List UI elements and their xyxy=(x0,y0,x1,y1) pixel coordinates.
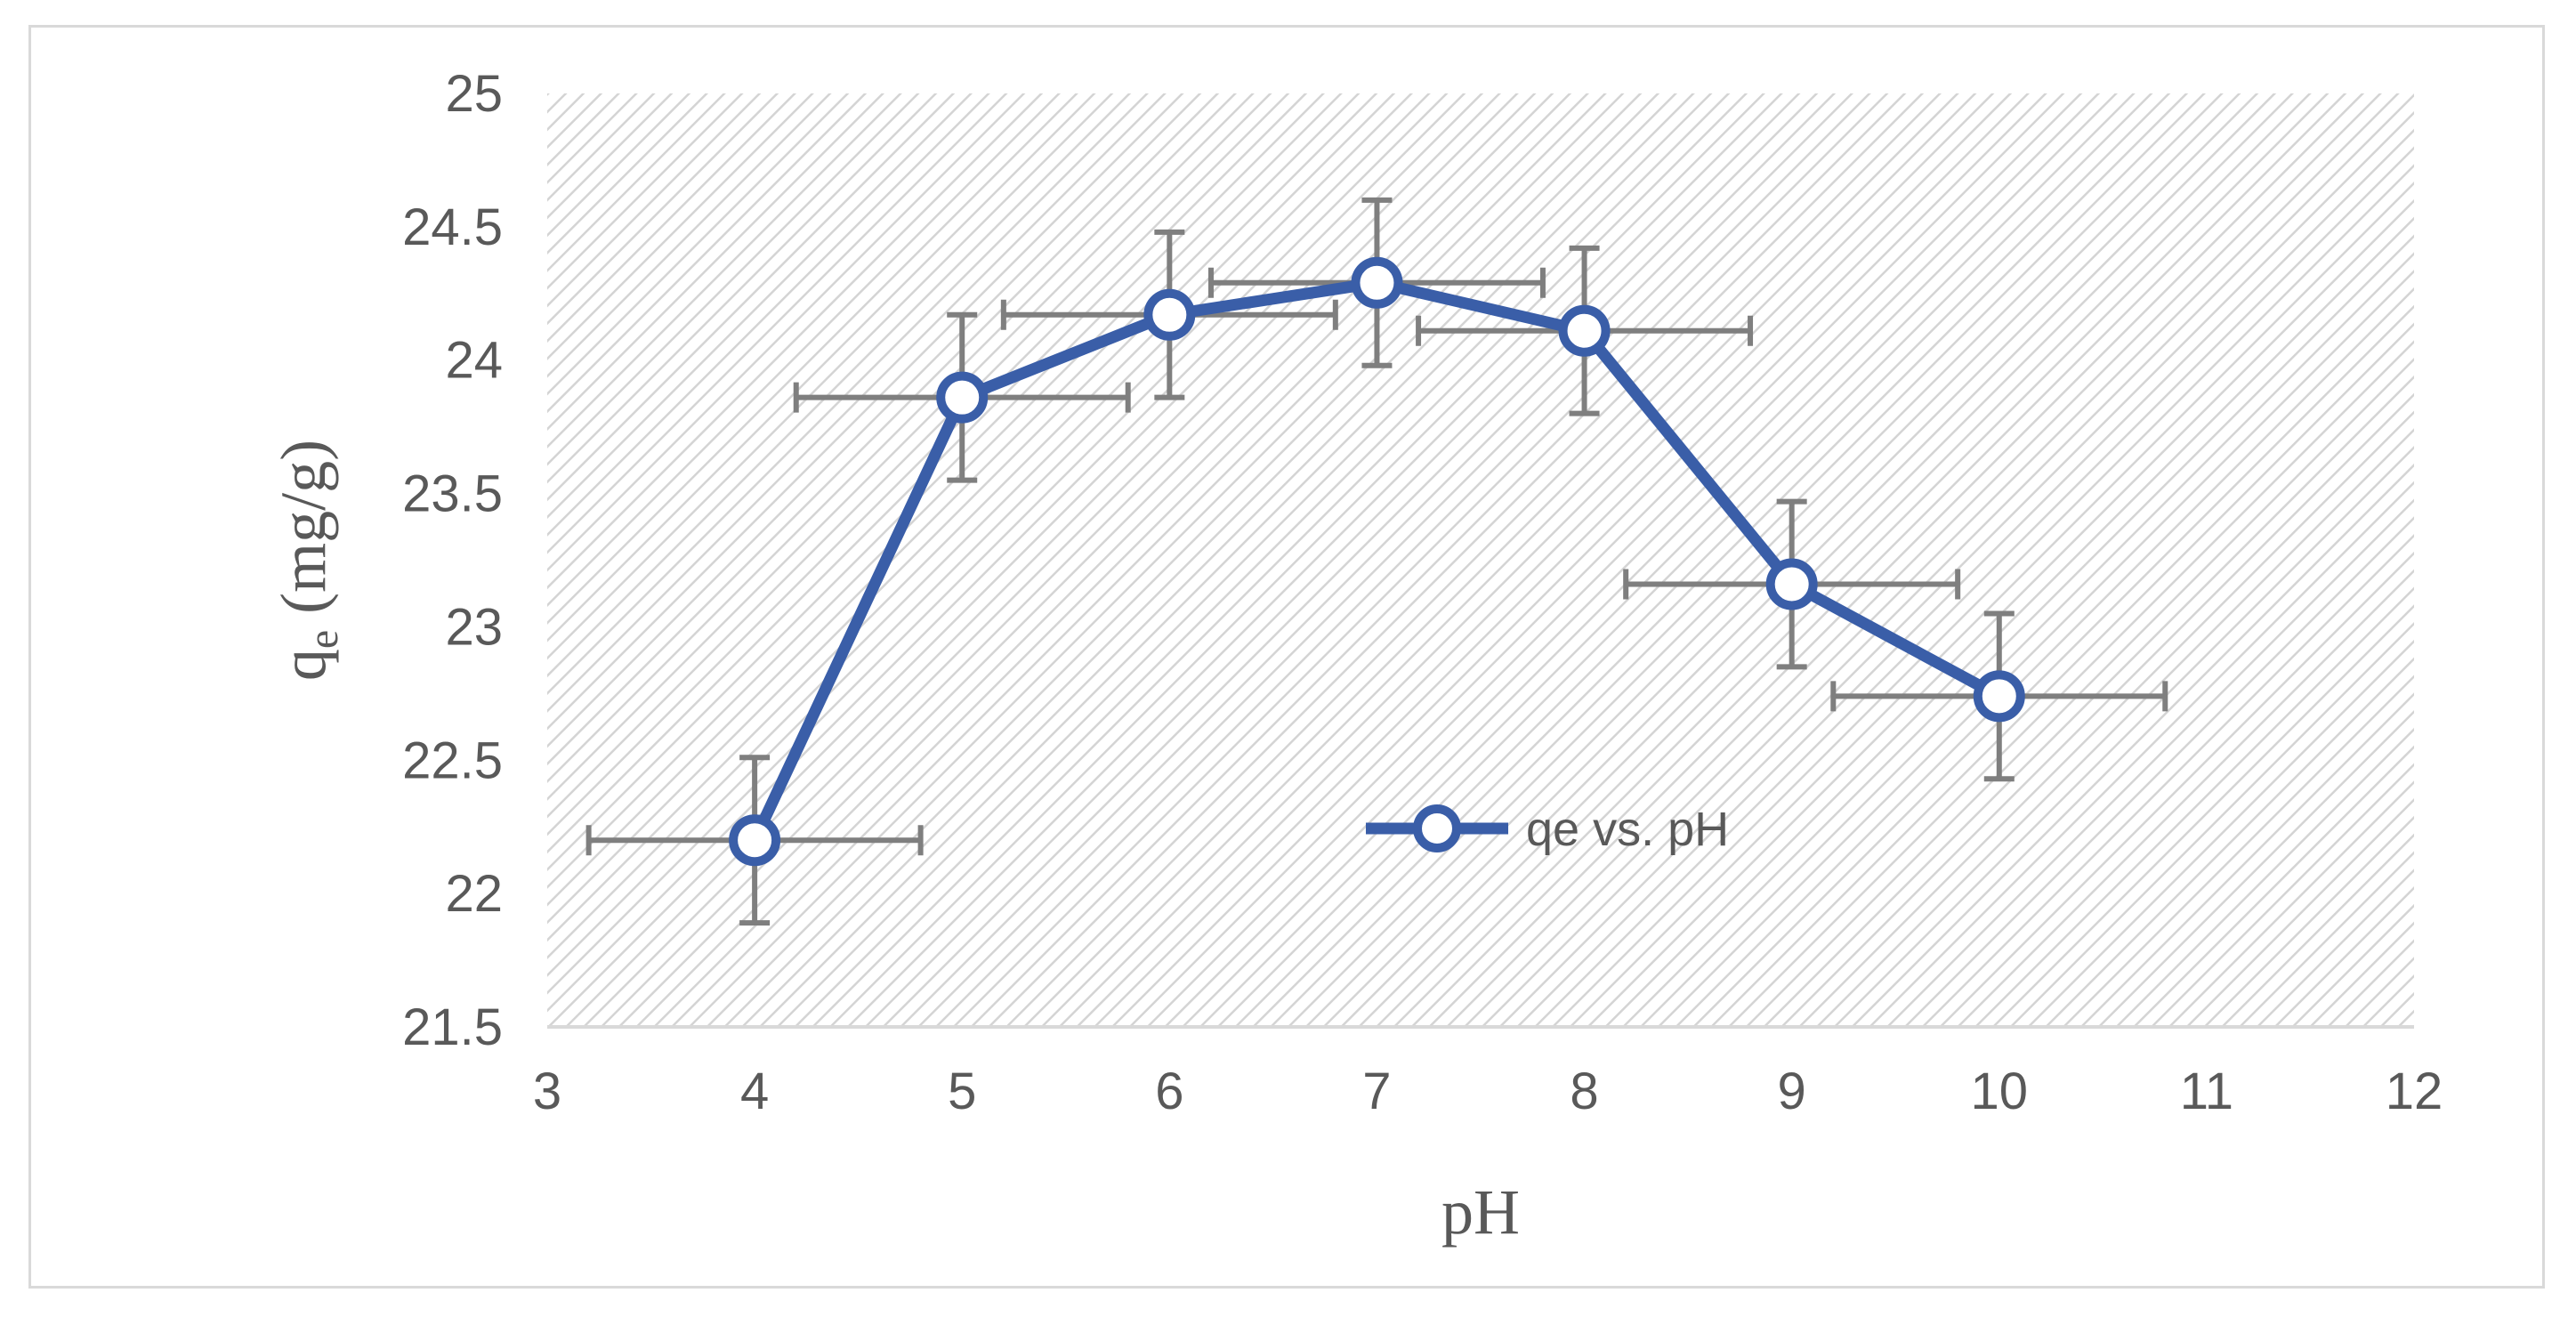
chart-frame: 21.5 22 22.5 23 23.5 24 24.5 25 3 4 5 6 7 8 9 10 11 12 p… xyxy=(28,25,2545,1289)
y-tick-label: 22 xyxy=(445,865,503,923)
y-tick-label: 24 xyxy=(445,332,503,390)
y-axis-title: qe (mg/g) xyxy=(268,440,347,681)
x-axis-title: pH xyxy=(1441,1176,1520,1248)
x-tick-label: 6 xyxy=(1155,1062,1183,1120)
y-tick-labels: 21.5 22 22.5 23 23.5 24 24.5 25 xyxy=(402,65,503,1056)
x-tick-label: 9 xyxy=(1778,1062,1806,1120)
x-tick-label: 4 xyxy=(740,1062,769,1120)
y-axis-title-subscript: e xyxy=(300,630,347,649)
series-markers xyxy=(729,256,2025,867)
y-tick-label: 22.5 xyxy=(402,731,503,789)
y-axis-title-unit: (mg/g) xyxy=(268,440,339,630)
legend-marker-swatch xyxy=(1413,804,1461,852)
y-tick-label: 23.5 xyxy=(402,465,503,523)
x-tick-label: 3 xyxy=(533,1062,561,1120)
y-tick-label: 23 xyxy=(445,598,503,656)
data-point xyxy=(1143,288,1196,341)
plot-area xyxy=(547,93,2414,1027)
x-tick-label: 7 xyxy=(1362,1062,1391,1120)
y-tick-label: 25 xyxy=(445,65,503,123)
data-point xyxy=(1351,256,1403,309)
y-tick-label: 21.5 xyxy=(402,998,503,1056)
chart-svg: 21.5 22 22.5 23 23.5 24 24.5 25 3 4 5 6 7 8 9 10 11 12 p… xyxy=(268,65,2443,1248)
x-tick-label: 8 xyxy=(1570,1062,1598,1120)
x-tick-label: 11 xyxy=(2180,1062,2233,1120)
x-tick-label: 5 xyxy=(948,1062,976,1120)
x-tick-label: 12 xyxy=(2386,1062,2443,1120)
y-tick-label: 24.5 xyxy=(402,198,503,256)
legend-label: qe vs. pH xyxy=(1526,803,1729,856)
x-tick-labels: 3 4 5 6 7 8 9 10 11 12 xyxy=(533,1062,2443,1120)
data-point xyxy=(729,814,781,867)
data-point xyxy=(1558,304,1611,357)
data-point xyxy=(1973,670,2025,723)
legend: qe vs. pH xyxy=(1366,803,1729,856)
data-point xyxy=(936,371,989,424)
data-point xyxy=(1765,558,1818,610)
y-axis-title-main: q xyxy=(268,649,339,681)
x-tick-label: 10 xyxy=(1971,1062,2029,1120)
